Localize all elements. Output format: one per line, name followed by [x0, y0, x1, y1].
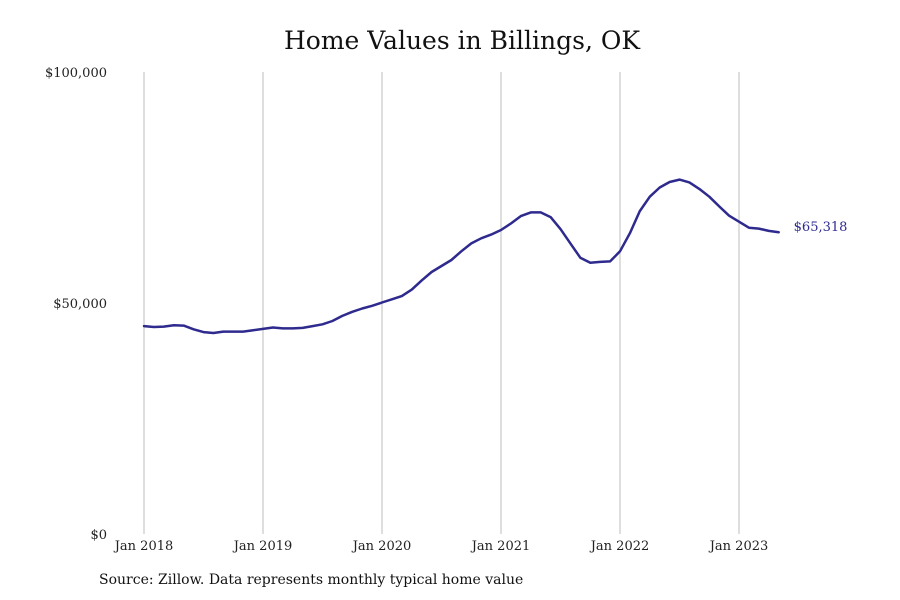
x-tick-label: Jan 2019 — [232, 539, 293, 554]
x-tick-label: Jan 2020 — [351, 539, 412, 554]
series-line — [142, 178, 780, 335]
end-value-label: $65,318 — [794, 220, 848, 235]
source-note: Source: Zillow. Data represents monthly … — [99, 572, 524, 588]
x-tick-label: Jan 2023 — [708, 539, 769, 554]
y-tick-label: $100,000 — [45, 66, 107, 81]
x-tick-label: Jan 2021 — [470, 539, 531, 554]
chart-title: Home Values in Billings, OK — [283, 26, 641, 55]
x-tick-label: Jan 2018 — [113, 539, 174, 554]
x-tick-label: Jan 2022 — [589, 539, 650, 554]
y-tick-label: $0 — [90, 528, 107, 543]
y-tick-label: $50,000 — [53, 297, 107, 312]
